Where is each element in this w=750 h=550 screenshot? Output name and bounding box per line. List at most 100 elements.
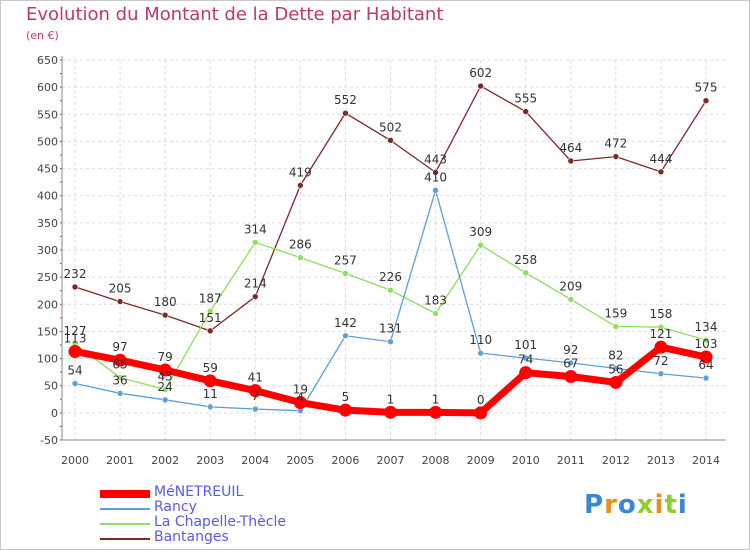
data-point bbox=[612, 153, 620, 160]
data-point bbox=[699, 350, 713, 364]
data-point bbox=[522, 108, 530, 115]
data-label: 36 bbox=[112, 373, 127, 387]
data-point bbox=[474, 406, 488, 420]
data-point bbox=[248, 384, 262, 398]
data-label: 67 bbox=[563, 356, 578, 370]
data-point bbox=[477, 349, 484, 357]
data-label: 552 bbox=[334, 93, 357, 107]
data-point bbox=[432, 169, 439, 176]
data-point bbox=[161, 396, 169, 404]
y-tick-label: 200 bbox=[37, 298, 58, 311]
data-point bbox=[522, 354, 530, 362]
data-point bbox=[71, 283, 79, 291]
data-label: 257 bbox=[334, 253, 357, 267]
data-point bbox=[206, 403, 214, 411]
data-label: 258 bbox=[514, 253, 537, 267]
data-point bbox=[251, 293, 259, 300]
data-point bbox=[519, 366, 533, 380]
data-point bbox=[71, 380, 79, 387]
data-label: 59 bbox=[203, 361, 218, 375]
data-point bbox=[158, 363, 172, 377]
data-label: 443 bbox=[424, 152, 447, 166]
data-label: 110 bbox=[469, 333, 492, 347]
data-point bbox=[293, 396, 307, 410]
logo-letter: x bbox=[636, 490, 655, 520]
x-tick-label: 2005 bbox=[286, 454, 314, 467]
data-label: 134 bbox=[695, 320, 718, 334]
legend-label: MéNETREUIL bbox=[154, 484, 244, 500]
data-point bbox=[567, 296, 575, 303]
y-tick-label: 150 bbox=[37, 325, 58, 338]
data-label: 24 bbox=[158, 380, 173, 394]
data-point bbox=[657, 323, 665, 331]
x-tick-label: 2002 bbox=[151, 454, 179, 467]
data-point bbox=[654, 340, 668, 354]
data-label: 464 bbox=[559, 141, 582, 155]
data-point bbox=[338, 403, 352, 417]
logo-letter: i bbox=[677, 490, 688, 520]
chart-title: Evolution du Montant de la Dette par Hab… bbox=[26, 4, 444, 25]
data-label: 419 bbox=[289, 165, 312, 179]
data-point bbox=[477, 241, 484, 249]
data-point bbox=[206, 327, 214, 335]
data-point bbox=[522, 269, 530, 277]
data-label: 41 bbox=[248, 371, 263, 385]
data-point bbox=[432, 310, 439, 317]
data-label: 209 bbox=[559, 279, 582, 293]
data-label: 121 bbox=[649, 327, 672, 341]
data-label: 151 bbox=[199, 311, 222, 325]
data-point bbox=[702, 374, 710, 382]
data-point bbox=[432, 186, 439, 194]
legend-label: Rancy bbox=[154, 499, 197, 515]
data-label: 103 bbox=[695, 337, 718, 351]
data-label: 43 bbox=[158, 370, 173, 384]
data-point bbox=[702, 97, 710, 105]
data-label: 158 bbox=[649, 307, 672, 321]
data-label: 575 bbox=[695, 81, 718, 95]
data-label: 19 bbox=[293, 383, 308, 397]
x-tick-label: 2001 bbox=[106, 454, 134, 467]
data-point bbox=[567, 157, 575, 165]
proxiti-logo: Proxiti bbox=[584, 490, 688, 520]
data-point bbox=[609, 375, 623, 389]
y-tick-label: 300 bbox=[37, 244, 58, 257]
data-label: 232 bbox=[64, 267, 87, 281]
x-tick-label: 2011 bbox=[557, 454, 585, 467]
data-point bbox=[429, 405, 443, 419]
data-point bbox=[161, 386, 169, 393]
data-point bbox=[342, 270, 349, 277]
data-point bbox=[297, 254, 304, 261]
legend-swatch bbox=[100, 538, 150, 540]
y-tick-label: 100 bbox=[37, 353, 58, 366]
data-point bbox=[203, 374, 217, 388]
x-tick-label: 2007 bbox=[377, 454, 405, 467]
y-tick-label: 50 bbox=[44, 380, 58, 393]
data-label: 74 bbox=[518, 353, 533, 367]
data-point bbox=[68, 345, 82, 359]
y-tick-label: 0 bbox=[51, 407, 58, 420]
x-tick-label: 2004 bbox=[241, 454, 269, 467]
data-point bbox=[384, 405, 397, 419]
y-tick-label: 250 bbox=[37, 271, 58, 284]
data-label: 4 bbox=[297, 391, 305, 405]
data-label: 444 bbox=[649, 152, 672, 166]
x-tick-label: 2013 bbox=[647, 454, 675, 467]
data-label: 205 bbox=[109, 282, 132, 296]
x-tick-label: 2006 bbox=[331, 454, 359, 467]
data-label: 11 bbox=[203, 387, 218, 401]
x-tick-label: 2000 bbox=[61, 454, 89, 467]
y-unit-label: (en €) bbox=[26, 29, 59, 42]
data-label: 410 bbox=[424, 170, 447, 184]
logo-letter: t bbox=[664, 490, 678, 520]
data-label: 555 bbox=[514, 92, 537, 106]
data-point bbox=[387, 338, 394, 346]
legend-swatch bbox=[100, 523, 150, 525]
data-point bbox=[702, 336, 710, 344]
logo-letter: r bbox=[604, 490, 618, 520]
data-label: 1 bbox=[432, 392, 440, 406]
data-label: 131 bbox=[379, 322, 402, 336]
legend-label: Bantanges bbox=[154, 529, 229, 545]
x-tick-label: 2008 bbox=[422, 454, 450, 467]
data-point bbox=[113, 353, 127, 367]
y-tick-label: 500 bbox=[37, 135, 58, 148]
